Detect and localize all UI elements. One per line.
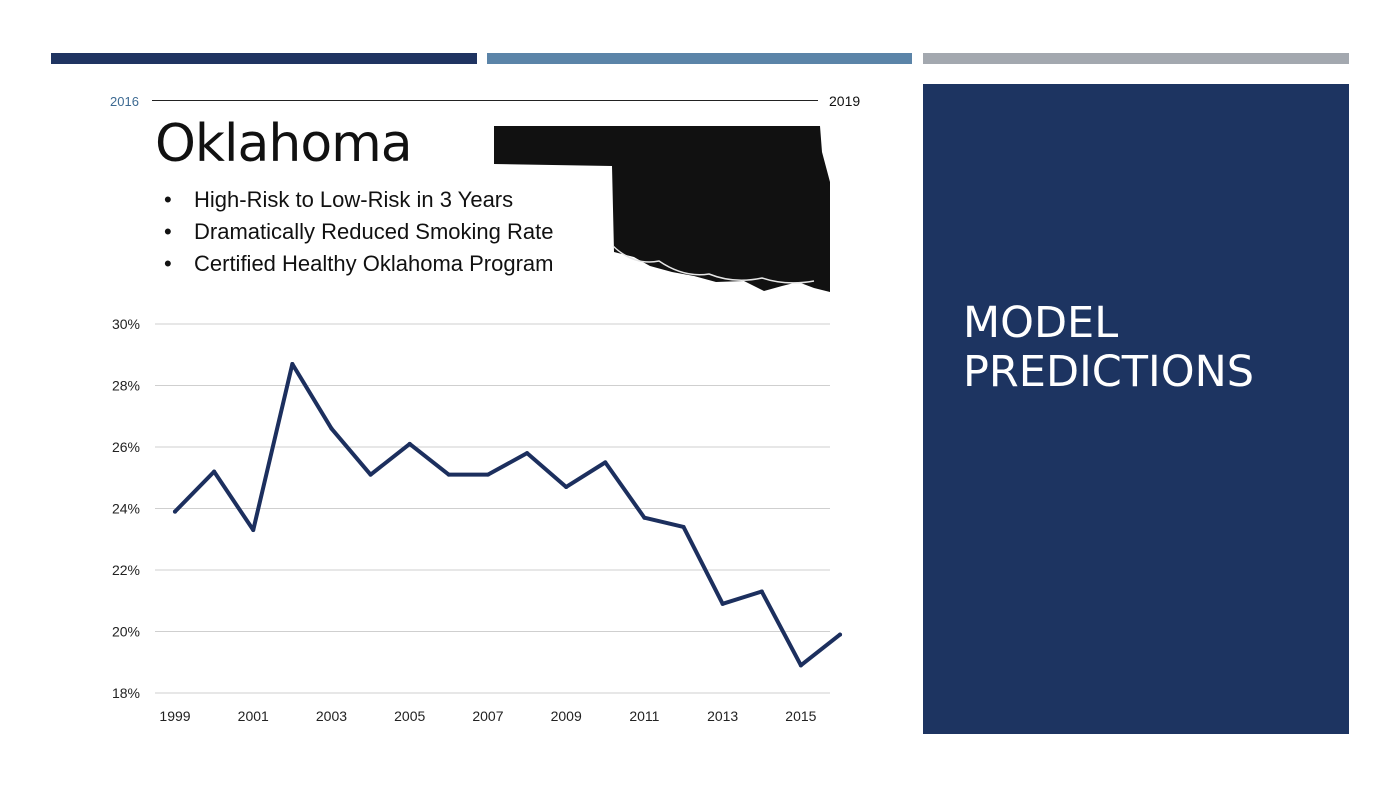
data-point	[838, 632, 842, 637]
x-tick-label: 2003	[316, 708, 347, 724]
section-panel: MODEL PREDICTIONS	[923, 84, 1349, 734]
x-tick-label: 2013	[707, 708, 738, 724]
y-tick-label: 28%	[112, 378, 140, 394]
y-tick-label: 24%	[112, 501, 140, 517]
content-area: 2016 2019 Oklahoma • High-Risk to Low-Ris…	[100, 88, 870, 728]
data-point	[681, 524, 686, 529]
data-point	[603, 460, 608, 465]
y-tick-label: 30%	[112, 316, 140, 332]
series-line	[173, 361, 842, 668]
data-point	[642, 515, 647, 520]
y-tick-label: 18%	[112, 685, 140, 701]
x-tick-label: 1999	[159, 708, 190, 724]
x-tick-label: 2009	[551, 708, 582, 724]
timeline-start-label: 2016	[110, 94, 139, 109]
data-point	[173, 509, 177, 514]
data-point	[525, 451, 530, 456]
data-point	[564, 484, 569, 489]
x-tick-label: 2001	[238, 708, 269, 724]
data-point	[798, 663, 803, 668]
x-tick-label: 2011	[629, 708, 659, 724]
y-tick-label: 26%	[112, 439, 140, 455]
data-point	[720, 601, 725, 606]
bullet-list: • High-Risk to Low-Risk in 3 Years • Drama…	[164, 184, 554, 280]
bullet-item: • Dramatically Reduced Smoking Rate	[164, 219, 554, 244]
bullet-item: • High-Risk to Low-Risk in 3 Years	[164, 187, 514, 212]
x-tick-label: 2015	[785, 708, 816, 724]
timeline-rule	[152, 100, 818, 101]
data-point	[329, 426, 334, 431]
x-tick-label: 2005	[394, 708, 425, 724]
accent-bar-dark	[51, 53, 477, 64]
oklahoma-map-icon	[494, 126, 830, 292]
y-tick-label: 22%	[112, 562, 140, 578]
data-point	[446, 472, 451, 477]
smoking-rate-chart: 18% 20% 22% 24% 26% 28% 30% 1999 2001 2003 2005 200…	[112, 316, 842, 724]
data-point	[368, 472, 373, 477]
timeline-end-label: 2019	[829, 93, 861, 109]
y-tick-label: 20%	[112, 624, 140, 640]
x-tick-label: 2007	[472, 708, 503, 724]
data-point	[251, 528, 256, 533]
accent-bar-gray	[923, 53, 1349, 64]
data-point	[212, 469, 217, 474]
accent-bar-mid	[487, 53, 912, 64]
data-point	[759, 589, 764, 594]
section-title: MODEL PREDICTIONS	[963, 298, 1255, 397]
data-point	[407, 441, 412, 446]
data-point	[290, 361, 295, 366]
bullet-item: • Certified Healthy Oklahoma Program	[164, 251, 554, 276]
state-title: Oklahoma	[155, 114, 413, 174]
data-point	[485, 472, 490, 477]
